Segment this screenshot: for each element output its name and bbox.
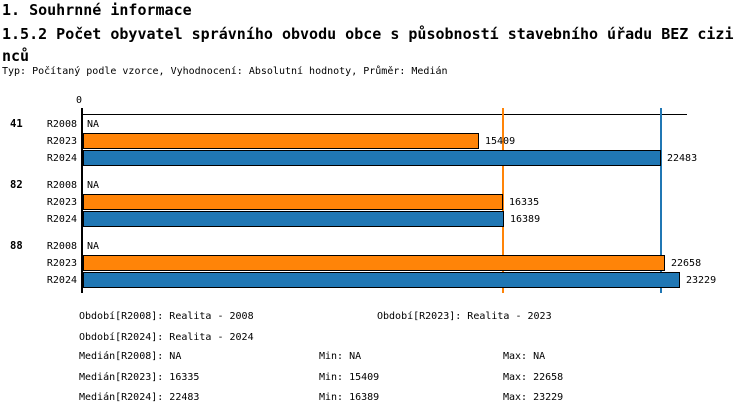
legend-median-entry: Medián[R2008]: NA: [79, 351, 182, 362]
chart-title: 1.5.2 Počet obyvatel správního obvodu ob…: [2, 25, 734, 65]
chart-meta-line: Typ: Počítaný podle vzorce, Vyhodnocení:…: [2, 66, 448, 77]
series-label-r2008: R2008: [46, 119, 77, 130]
series-label-r2008: R2008: [46, 241, 77, 252]
group-label-88: 88: [10, 240, 23, 252]
group-label-82: 82: [10, 179, 23, 191]
legend-period-entry: Období[R2024]: Realita - 2024: [79, 332, 254, 343]
na-value-label: NA: [87, 119, 100, 130]
series-label-r2023: R2023: [46, 136, 77, 147]
legend-period-entry: Období[R2008]: Realita - 2008: [79, 311, 254, 322]
bar-r2024-82: [83, 211, 504, 227]
legend-max-entry: Max: 22658: [503, 371, 564, 383]
population-bar-chart: 0 41 R2008 NA R2023 15409 R2024 22483 82 R2008 NA…: [0, 90, 750, 305]
legend-median-entry: Medián[R2023]: 16335: [79, 371, 200, 383]
bar-r2023-88: [83, 255, 665, 271]
legend-min-entry: Min: NA: [319, 351, 362, 362]
bar-value-label: 22483: [667, 153, 698, 164]
series-label-r2023: R2023: [46, 197, 77, 208]
y-axis-line: [81, 108, 83, 293]
legend-min-entry: Min: 15409: [319, 371, 380, 383]
bar-r2024-41: [83, 150, 661, 166]
series-label-r2024: R2024: [46, 214, 77, 225]
legend-max-entry: Max: NA: [503, 351, 546, 362]
na-value-label: NA: [87, 180, 100, 191]
median-refline-r2024: [660, 108, 662, 293]
median-refline-r2023: [502, 108, 504, 293]
bar-value-label: 15409: [485, 136, 516, 147]
legend-min-entry: Min: 16389: [319, 392, 380, 403]
legend-median-entry: Medián[R2024]: 22483: [79, 392, 200, 403]
bar-value-label: 16389: [510, 214, 541, 225]
bar-value-label: 22658: [671, 258, 702, 269]
series-label-r2023: R2023: [46, 258, 77, 269]
x-axis-line: [82, 114, 687, 115]
bar-value-label: 23229: [686, 275, 717, 286]
series-label-r2024: R2024: [46, 153, 77, 164]
legend-period-entry: Období[R2023]: Realita - 2023: [377, 311, 552, 322]
bar-value-label: 16335: [509, 197, 540, 208]
bar-r2024-88: [83, 272, 680, 288]
series-label-r2024: R2024: [46, 275, 77, 286]
bar-r2023-41: [83, 133, 479, 149]
series-label-r2008: R2008: [46, 180, 77, 191]
bar-r2023-82: [83, 194, 503, 210]
na-value-label: NA: [87, 241, 100, 252]
group-label-41: 41: [10, 118, 23, 130]
legend-max-entry: Max: 23229: [503, 392, 564, 403]
x-axis-zero-tick-label: 0: [75, 95, 83, 106]
report-section-title: 1. Souhrnné informace: [2, 1, 192, 19]
